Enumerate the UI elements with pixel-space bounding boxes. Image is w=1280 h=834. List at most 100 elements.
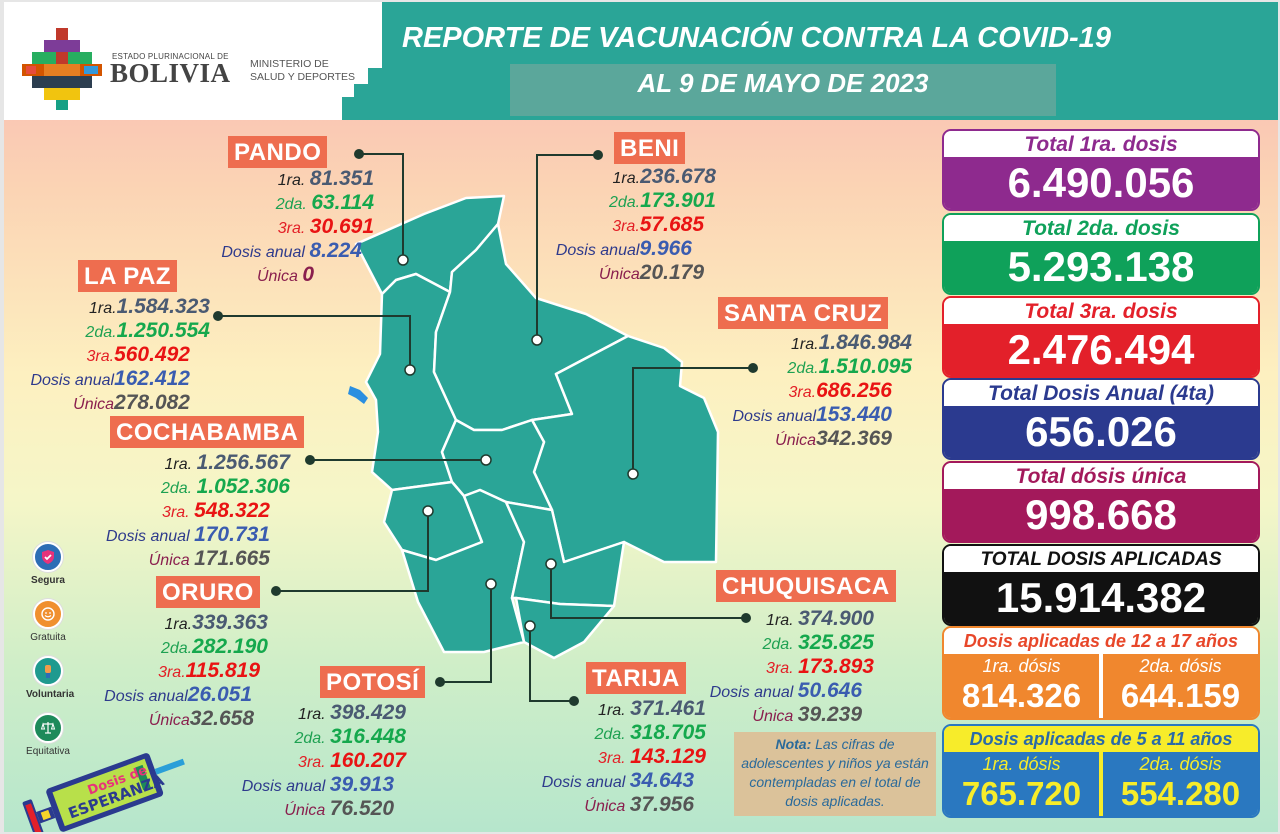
dose-value-first: 339.363: [192, 611, 268, 634]
dose-value: 814.326: [961, 677, 1082, 714]
ministry-name: MINISTERIO DE SALUD Y DEPORTES: [250, 58, 355, 84]
adolescents-first-dose: 1ra. dósis 814.326: [944, 654, 1099, 718]
lake-titicaca: [348, 386, 368, 404]
dose-value-second: 1.052.306: [196, 475, 290, 498]
dose-label: Dosis anual: [709, 684, 794, 701]
dose-label: 2da.: [85, 324, 117, 341]
dose-value-single: 278.082: [114, 391, 190, 414]
dose-label: 3ra.: [158, 664, 186, 681]
dept-label-chuquisaca: CHUQUISACA: [716, 570, 896, 602]
total-card-label: Total 2da. dosis: [944, 215, 1258, 241]
dose-value: 554.280: [1120, 775, 1241, 812]
dose-label: 2da.: [594, 726, 626, 743]
dose-value-single: 37.956: [629, 793, 694, 816]
dose-label: Única: [73, 396, 115, 413]
dose-label: 3ra.: [162, 504, 190, 521]
dose-value-second: 318.705: [630, 721, 706, 744]
dose-label: 1ra.: [164, 456, 193, 473]
dose-value-first: 1.256.567: [196, 451, 290, 474]
children-second-dose: 2da. dósis 554.280: [1099, 752, 1258, 816]
note-box: Nota: Las cifras de adolescentes y niños…: [734, 732, 936, 816]
dose-value-third: 160.207: [330, 749, 406, 772]
dose-value-first: 374.900: [798, 607, 874, 630]
report-date: AL 9 DE MAYO DE 2023: [637, 68, 929, 98]
dose-label: 3ra.: [612, 218, 640, 235]
dept-stats-oruro: 1ra.339.363 2da.282.190 3ra.115.819 Dosi…: [104, 612, 268, 732]
dept-stats-santa-cruz: 1ra.1.846.984 2da.1.510.095 3ra.686.256 …: [732, 332, 912, 452]
adolescents-title: Dosis aplicadas de 12 a 17 años: [944, 628, 1258, 654]
ministry-line-2: SALUD Y DEPORTES: [250, 71, 356, 83]
dept-label-la-paz: LA PAZ: [78, 260, 177, 292]
map-region-cochabamba: [440, 418, 554, 512]
dose-label: Única: [752, 708, 794, 725]
badge-label: Equitativa: [26, 746, 70, 757]
dose-label: 1ra.: [164, 616, 193, 633]
dose-label: 1ra.: [790, 336, 819, 353]
vaccination-report: ESTADO PLURINACIONAL DE BOLIVIA MINISTER…: [4, 2, 1278, 832]
dose-label: 2da.: [160, 480, 193, 497]
dose-value-annual: 34.643: [629, 769, 694, 792]
dose-value-single: 39.239: [797, 703, 862, 726]
dose-label: Dosis anual: [241, 778, 326, 795]
dept-label-beni: BENI: [614, 132, 686, 164]
map-region-potosi: [400, 488, 526, 654]
badge-segura: Segura: [26, 542, 70, 586]
dosis-de-esperanza-logo: Dosis de ESPERANZA: [22, 753, 185, 832]
total-card-value: 6.490.056: [944, 157, 1258, 209]
dose-value-single: 32.658: [189, 707, 254, 730]
dose-label: Única: [775, 432, 817, 449]
bolivia-emblem-logo: [18, 24, 108, 114]
dose-label: 2da.: [275, 196, 307, 213]
dept-stats-cochabamba: 1ra. 1.256.567 2da. 1.052.306 3ra. 548.3…: [106, 452, 290, 572]
dose-value-third: 173.893: [798, 655, 874, 678]
dose-value-annual: 162.412: [114, 367, 190, 390]
total-card-label: Total 3ra. dosis: [944, 298, 1258, 324]
map-region-oruro: [382, 480, 484, 562]
dose-value-second: 1.250.554: [116, 319, 210, 342]
dose-label: 2da. dósis: [1139, 754, 1222, 774]
children-title: Dosis aplicadas de 5 a 11 años: [944, 726, 1258, 752]
dept-stats-la-paz: 1ra.1.584.323 2da.1.250.554 3ra.560.492 …: [30, 296, 210, 416]
note-text: Las cifras de adolescentes y niños ya es…: [741, 736, 929, 809]
dose-value-annual: 170.731: [194, 523, 270, 546]
dose-value-third: 548.322: [194, 499, 270, 522]
scales-icon: [33, 713, 63, 743]
dose-label: Única: [148, 712, 190, 729]
total-first-dose-card: Total 1ra. dosis 6.490.056: [942, 129, 1260, 211]
smiley-icon: [33, 599, 63, 629]
badge-label: Voluntaria: [26, 689, 75, 700]
total-card-value: 998.668: [944, 489, 1258, 541]
dept-label-potosi: POTOSÍ: [320, 666, 426, 698]
dept-label-santa-cruz: SANTA CRUZ: [718, 297, 889, 329]
dose-value-first: 236.678: [640, 165, 716, 188]
dose-label: 3ra.: [598, 750, 626, 767]
dose-value-annual: 153.440: [816, 403, 892, 426]
dose-label: 1ra.: [766, 612, 794, 629]
dose-label: Única: [256, 268, 298, 285]
dose-value-annual: 9.966: [639, 237, 692, 260]
estado-plurinacional-text: ESTADO PLURINACIONAL DE: [112, 52, 229, 61]
dept-stats-pando: 1ra. 81.351 2da. 63.114 3ra. 30.691 Dosi…: [221, 168, 374, 288]
total-card-value: 2.476.494: [944, 324, 1258, 376]
dose-label: 1ra. dósis: [982, 754, 1061, 774]
dose-value-single: 0: [302, 263, 314, 286]
dose-value-third: 115.819: [185, 659, 260, 682]
dose-value-single: 20.179: [639, 261, 704, 284]
dose-value-first: 81.351: [309, 167, 374, 190]
dept-label-cochabamba: COCHABAMBA: [110, 416, 305, 448]
total-card-label: Total Dosis Anual (4ta): [944, 380, 1258, 406]
dose-value-first: 1.846.984: [818, 331, 912, 354]
ministry-line-1: MINISTERIO DE: [250, 58, 329, 70]
dose-value-first: 398.429: [330, 701, 406, 724]
dept-stats-potosi: 1ra. 398.429 2da. 316.448 3ra. 160.207 D…: [242, 702, 406, 822]
dose-value-second: 173.901: [640, 189, 716, 212]
dose-value-annual: 8.224: [309, 239, 362, 262]
dose-value-third: 143.129: [630, 745, 706, 768]
dose-label: Dosis anual: [104, 688, 188, 705]
note-label: Nota:: [775, 736, 812, 752]
dose-label: 3ra.: [277, 220, 306, 237]
dose-value-third: 30.691: [309, 215, 374, 238]
dose-label: 3ra.: [298, 754, 326, 771]
dose-label: Única: [598, 266, 640, 283]
dose-value-second: 325.825: [798, 631, 874, 654]
